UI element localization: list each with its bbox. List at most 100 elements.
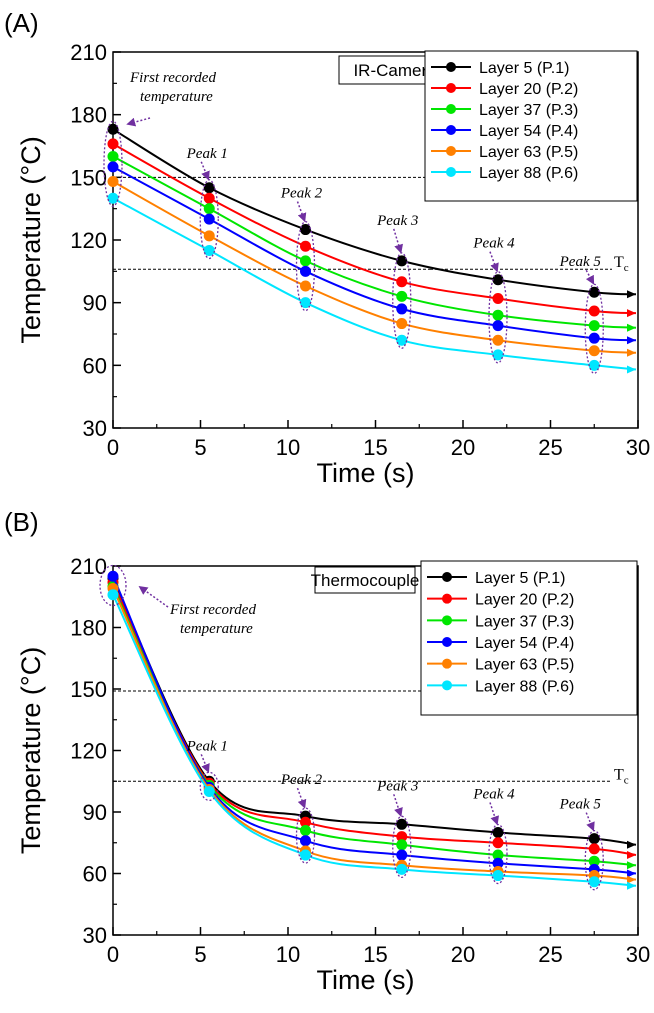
y-tick-label: 60 <box>83 353 107 378</box>
x-tick-label: 30 <box>626 435 650 460</box>
y-tick-label: 60 <box>83 862 107 887</box>
y-tick-label: 120 <box>70 228 107 253</box>
x-axis-label: Time (s) <box>317 458 415 488</box>
y-tick-label: 90 <box>83 291 107 316</box>
peak-ellipse <box>488 271 508 364</box>
peak-arrow <box>489 251 499 273</box>
panel-label: (A) <box>4 8 39 38</box>
legend-entry-label: Layer 88 (P.6) <box>479 165 578 182</box>
first-recorded-label-line1: First recorded <box>169 602 256 618</box>
legend-swatch-marker <box>442 593 452 604</box>
peak-arrow <box>489 802 499 826</box>
legend-title: Thermocouple <box>311 571 420 590</box>
series-arrowhead <box>627 869 636 878</box>
data-point <box>396 334 408 346</box>
data-point <box>107 192 119 204</box>
data-point <box>203 213 215 225</box>
peak-ellipse <box>199 771 219 802</box>
first-recorded-arrow <box>138 585 169 608</box>
peak-arrow <box>393 228 403 254</box>
data-point <box>107 589 119 601</box>
reference-line-label-sub: c <box>624 262 629 274</box>
x-tick-label: 20 <box>451 942 475 967</box>
data-point <box>588 833 600 845</box>
series-arrowhead <box>627 348 636 357</box>
y-tick-label: 30 <box>83 416 107 441</box>
peak-label: Peak 4 <box>472 236 515 252</box>
data-point <box>300 240 311 252</box>
legend-entry-label: Layer 5 (P.1) <box>479 60 569 77</box>
legend-entry-label: Layer 20 (P.2) <box>479 81 578 98</box>
y-tick-label: 30 <box>83 923 107 948</box>
legend-entry-label: Layer 37 (P.3) <box>475 613 574 630</box>
legend-entry-label: Layer 5 (P.1) <box>475 570 565 587</box>
reference-line-label-main: T <box>614 254 624 271</box>
data-point <box>492 334 504 346</box>
legend-swatch-marker <box>446 167 456 177</box>
reference-line-label: Tc <box>614 254 629 274</box>
x-tick-label: 20 <box>451 435 475 460</box>
peak-arrow <box>296 787 307 809</box>
y-tick-label: 210 <box>70 40 107 65</box>
data-point <box>300 255 311 267</box>
x-axis-label: Time (s) <box>317 965 415 995</box>
peak-label: Peak 4 <box>472 787 515 803</box>
data-point <box>396 318 408 330</box>
peak-label: Peak 5 <box>559 254 602 270</box>
data-point <box>588 320 600 332</box>
legend-swatch-marker <box>446 62 456 72</box>
data-point <box>203 182 215 194</box>
series-line <box>112 197 637 371</box>
y-tick-label: 150 <box>70 677 107 702</box>
peak-label: Peak 2 <box>280 772 323 788</box>
data-point <box>300 280 311 292</box>
legend-swatch-marker <box>442 615 452 626</box>
peak-arrow <box>200 161 210 181</box>
data-point <box>396 255 408 267</box>
data-point <box>396 290 408 302</box>
y-tick-label: 180 <box>70 616 107 641</box>
x-tick-label: 15 <box>363 942 387 967</box>
peak-arrow <box>585 269 595 285</box>
series-arrowhead <box>627 336 636 345</box>
data-point <box>492 870 504 882</box>
y-tick-label: 150 <box>70 165 107 190</box>
legend-entry-label: Layer 54 (P.4) <box>479 123 578 140</box>
x-tick-label: 15 <box>363 435 387 460</box>
peak-label: Peak 2 <box>280 186 323 202</box>
data-point <box>203 786 215 797</box>
data-point <box>492 292 504 304</box>
legend-box <box>420 560 638 716</box>
series-line <box>112 588 637 881</box>
legend-swatch-marker <box>442 637 452 647</box>
data-point <box>492 837 504 849</box>
first-recorded-label-line2: temperature <box>180 621 253 637</box>
legend-swatch-marker <box>446 104 456 114</box>
data-point <box>588 876 600 888</box>
data-point <box>107 570 119 582</box>
y-tick-label: 120 <box>70 739 107 764</box>
first-recorded-ellipse <box>99 564 127 607</box>
data-point <box>588 305 600 317</box>
y-tick-label: 180 <box>70 103 107 128</box>
data-point <box>107 138 119 150</box>
x-tick-label: 0 <box>107 435 119 460</box>
data-point <box>107 161 119 173</box>
reference-line-label-sub: c <box>624 774 629 786</box>
series-arrowhead <box>627 309 636 318</box>
legend-entry-label: Layer 63 (P.5) <box>475 657 574 674</box>
data-point <box>107 176 119 188</box>
data-point <box>203 244 215 256</box>
data-point <box>396 849 408 861</box>
y-axis-label: Temperature (°C) <box>16 136 46 343</box>
data-point <box>588 345 600 357</box>
series-line <box>112 575 637 875</box>
panel-b: (B) 30 60 90 120 150 180 210 0 5 10 15 20 25 30 Time (s… <box>4 507 650 995</box>
series-line <box>112 577 637 846</box>
x-tick-label: 10 <box>276 435 300 460</box>
peak-label: Peak 1 <box>186 738 228 754</box>
data-point <box>396 303 408 315</box>
peak-label: Peak 5 <box>559 797 602 813</box>
first-recorded-label-line1: First recorded <box>129 70 216 86</box>
